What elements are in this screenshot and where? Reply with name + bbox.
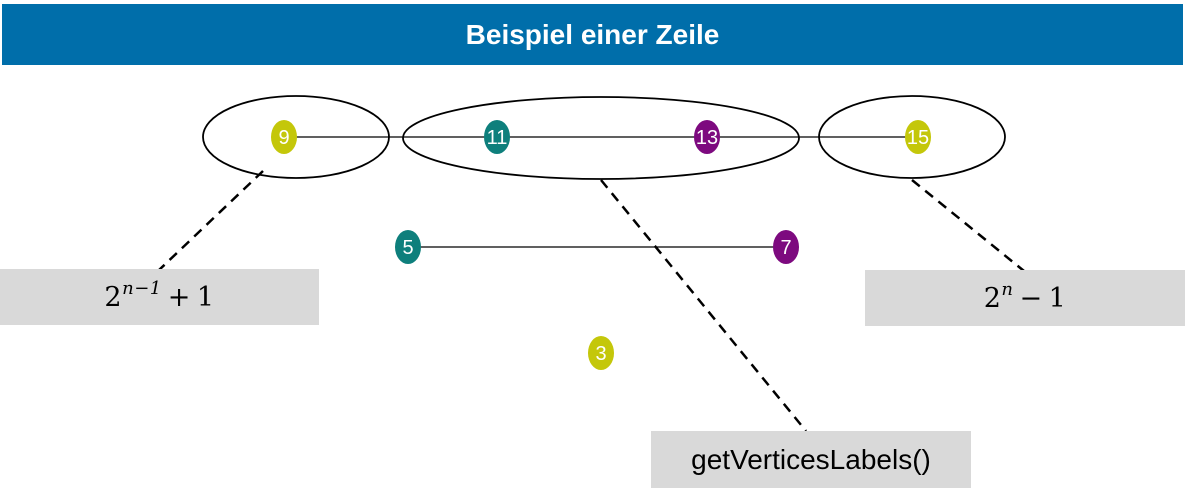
- formula-left-exponent: n−1: [122, 277, 162, 299]
- formula-left-constant: 1: [196, 281, 215, 313]
- node-9-label: 9: [278, 127, 289, 149]
- node-11: 11: [484, 120, 510, 154]
- group-ellipse-middle: [402, 96, 800, 180]
- connector-middle: [600, 179, 807, 432]
- node-3: 3: [588, 336, 614, 370]
- node-7-label: 7: [780, 237, 791, 259]
- group-ellipse-left: [202, 95, 390, 179]
- node-5: 5: [395, 230, 421, 264]
- node-13-label: 13: [696, 127, 718, 149]
- node-15-label: 15: [907, 127, 929, 149]
- node-13: 13: [694, 120, 720, 154]
- formula-left: 2n−1 +1: [104, 279, 215, 313]
- callout-left-formula: 2n−1 +1: [0, 269, 319, 325]
- callout-right-formula: 2n −1: [865, 270, 1185, 326]
- callout-method: getVerticesLabels(): [651, 431, 971, 488]
- node-11-label: 11: [487, 127, 508, 149]
- node-7: 7: [773, 230, 799, 264]
- formula-left-operator: +: [167, 281, 191, 313]
- node-5-label: 5: [402, 237, 413, 259]
- node-3-label: 3: [595, 343, 606, 365]
- page-title: Beispiel einer Zeile: [2, 4, 1183, 65]
- formula-left-base: 2: [104, 281, 123, 313]
- connector-left: [157, 170, 264, 272]
- formula-right-operator: −: [1019, 282, 1043, 314]
- formula-right-exponent: n: [1001, 278, 1014, 300]
- formula-right: 2n −1: [983, 280, 1067, 314]
- node-15: 15: [905, 120, 931, 154]
- formula-right-constant: 1: [1048, 282, 1067, 314]
- group-ellipse-right: [818, 95, 1006, 179]
- formula-right-base: 2: [983, 282, 1002, 314]
- connector-right: [911, 179, 1025, 272]
- node-9: 9: [271, 120, 297, 154]
